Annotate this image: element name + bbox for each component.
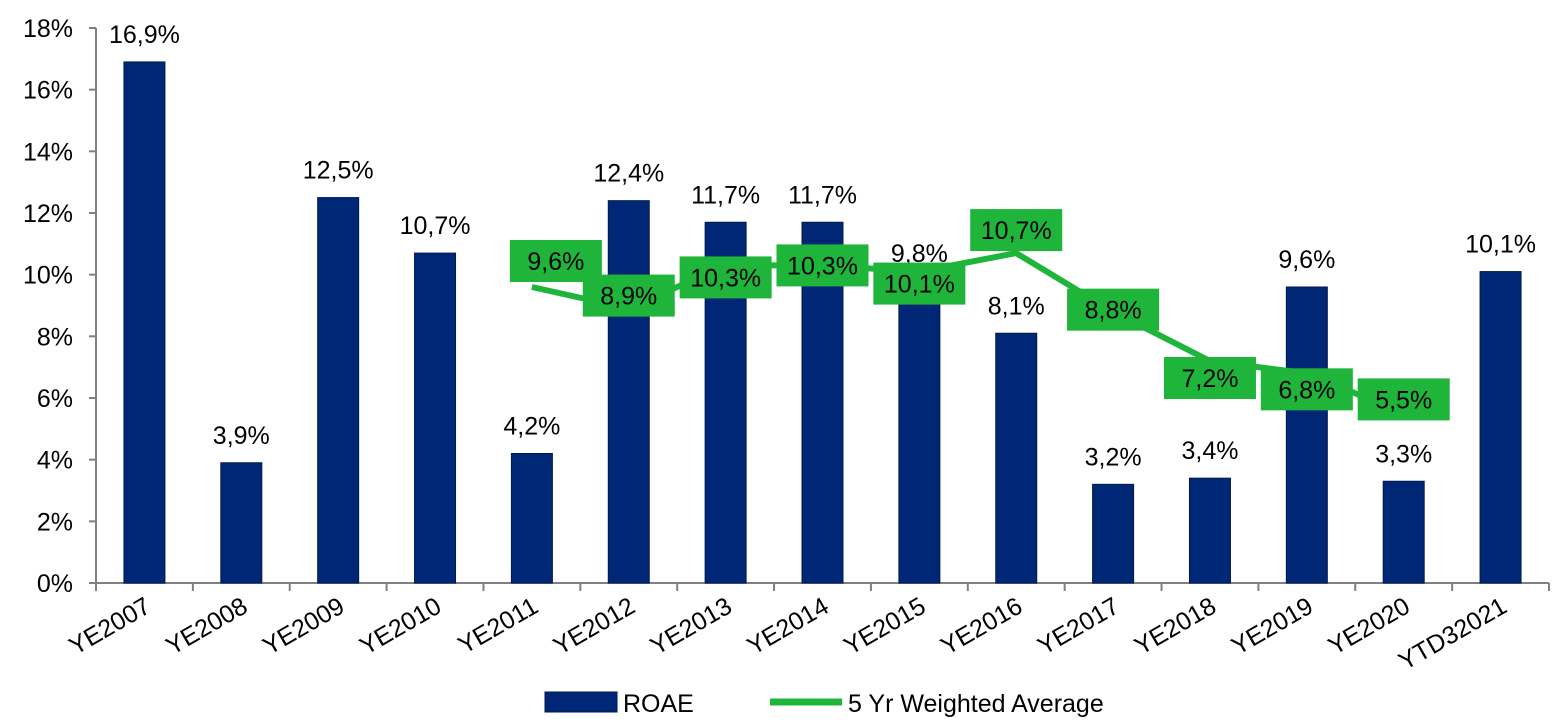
x-category-label: YE2007 [64,592,155,661]
average-data-labels: 9,6% 8,9% 10,3% 10,3% 10,1% 10,7% 8,8% 7,2% 6,8%… [509,209,1450,421]
x-category-label: YE2015 [839,592,930,661]
roae-data-label: 11,7% [691,181,760,209]
roae-bar [1188,477,1231,584]
x-category-label: YE2011 [453,592,542,660]
roae-data-label: 3,3% [1375,440,1432,468]
x-category-label: YE2009 [258,592,349,661]
legend: ROAE 5 Yr Weighted Average [544,690,1104,718]
x-category-label: YE2018 [1130,592,1221,661]
average-label-box [776,244,869,287]
roae-bar [317,197,360,584]
legend-label-average: 5 Yr Weighted Average [848,690,1104,718]
x-category-label: YE2019 [1227,592,1318,661]
legend-swatch-roae [544,691,618,713]
y-tick-label: 12% [23,200,73,228]
average-line-series [531,250,1405,417]
x-axis: YE2007 YE2008 YE2009 YE2010 YE2011 YE2012 YE20… [64,582,1550,676]
y-tick-label: 14% [23,138,73,166]
roae-data-label: 3,4% [1181,437,1238,465]
roae-bar [1092,483,1135,584]
average-data-label: 8,8% [1085,297,1142,325]
roae-bars [123,61,1522,584]
average-line [531,250,1405,417]
x-category-label: YE2016 [936,592,1027,661]
roae-data-label: 12,5% [303,157,374,185]
average-label-box [1357,378,1450,421]
roae-data-labels: 16,9%3,9%12,5%10,7%4,2%12,4%11,7% 11,7%9,… [109,21,1536,471]
average-label-box [1163,357,1256,399]
roae-data-label: 4,2% [503,413,560,441]
average-label-box [679,256,772,299]
average-data-label: 7,2% [1181,365,1238,393]
average-data-label: 9,6% [527,248,584,276]
average-data-label: 6,8% [1278,376,1335,404]
roae-data-label: 12,4% [593,160,664,188]
average-data-label: 10,3% [690,264,761,292]
average-data-label: 10,3% [787,252,858,280]
average-label-box [582,274,675,317]
y-tick-label: 4% [37,447,73,475]
roae-bar [898,280,941,584]
average-label-box [970,209,1063,252]
roae-bar [1382,480,1425,584]
y-tick-label: 6% [37,385,73,413]
x-category-label: YE2014 [742,592,833,661]
y-axis: 0% 2% 4% 6% 8% 10% 12% 14% 16% 18% [23,15,97,598]
roae-data-label: 8,1% [988,292,1045,320]
x-category-label: YE2013 [646,592,737,661]
roae-bar [123,61,166,584]
x-category-label: YE2012 [549,592,640,661]
y-tick-label: 0% [37,570,73,598]
roae-bar [607,200,650,584]
roae-bar [510,453,553,584]
y-tick-label: 10% [23,262,73,290]
roae-bar [995,332,1038,584]
x-category-label: YE2008 [161,592,252,661]
roae-data-label: 16,9% [109,21,180,49]
average-data-label: 5,5% [1375,386,1432,414]
legend-label-roae: ROAE [623,690,694,718]
roae-data-label: 10,7% [400,212,471,240]
roae-bar [1479,271,1522,584]
average-data-label: 10,7% [981,217,1052,245]
roae-data-label: 3,2% [1085,443,1142,471]
average-data-label: 10,1% [884,271,955,299]
roae-data-label: 11,7% [788,181,857,209]
roae-data-label: 10,1% [1465,231,1536,259]
x-category-label: YE2017 [1033,592,1124,661]
roae-data-label: 9,6% [1278,246,1335,274]
roae-bar [220,462,263,584]
average-label-box [1067,288,1160,331]
y-tick-label: 16% [23,77,73,105]
average-label-box [1260,368,1353,411]
x-category-label: YE2010 [355,592,446,661]
roae-bar [1285,286,1328,584]
average-label-box [873,262,966,305]
x-category-label: YTD32021 [1394,592,1512,676]
roae-bar [414,252,457,584]
average-data-label: 8,9% [600,283,657,311]
y-tick-label: 2% [37,508,73,536]
roae-data-label: 3,9% [213,422,270,450]
y-tick-label: 18% [23,15,73,43]
y-tick-label: 8% [37,323,73,351]
